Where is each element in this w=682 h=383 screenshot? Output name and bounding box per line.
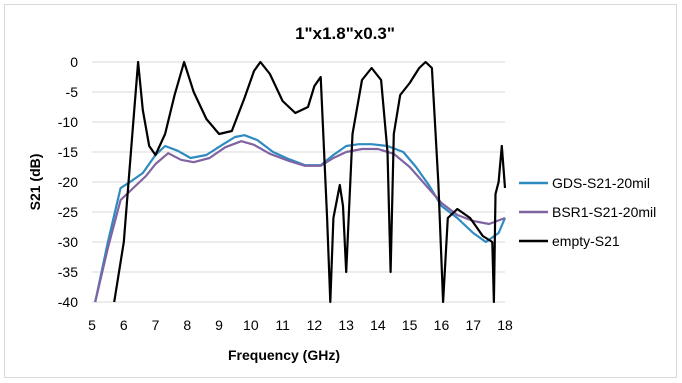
x-tick-label: 11	[275, 317, 290, 333]
x-tick-label: 8	[183, 317, 191, 333]
y-tick-label: 0	[70, 54, 78, 70]
legend: GDS-S21-20mil BSR1-S21-20mil empty-S21	[519, 175, 656, 249]
x-tick-label: 18	[497, 317, 513, 333]
y-tick-label: -35	[58, 264, 78, 280]
x-tick-labels: 5 6 7 8 9 10 11 12 13 14 15 16 17 18	[88, 317, 513, 333]
x-tick-label: 12	[307, 317, 323, 333]
x-tick-label: 16	[434, 317, 450, 333]
x-tick-label: 13	[338, 317, 354, 333]
gridlines	[92, 61, 505, 303]
chart-title: 1"x1.8"x0.3"	[295, 24, 395, 43]
chart-frame	[4, 4, 677, 378]
legend-label-bsr1-s21-20mil: BSR1-S21-20mil	[552, 204, 656, 220]
x-tick-label: 6	[120, 317, 128, 333]
x-tick-label: 15	[402, 317, 418, 333]
x-tick-label: 5	[88, 317, 96, 333]
x-tick-label: 9	[215, 317, 223, 333]
x-tick-label: 7	[152, 317, 160, 333]
y-tick-label: -20	[58, 174, 78, 190]
series-line-empty-s21	[113, 60, 507, 304]
x-tick-label: 10	[243, 317, 259, 333]
x-tick-label: 17	[465, 317, 481, 333]
y-tick-label: -30	[58, 234, 78, 250]
series-lines	[94, 60, 507, 304]
x-axis-label: Frequency (GHz)	[228, 347, 340, 363]
y-tick-label: -25	[58, 204, 78, 220]
y-tick-label: -15	[58, 144, 78, 160]
y-axis-label: S21 (dB)	[27, 154, 43, 211]
y-tick-label: -5	[66, 84, 79, 100]
legend-label-empty-s21: empty-S21	[552, 233, 620, 249]
y-tick-labels: 0 -5 -10 -15 -20 -25 -30 -35 -40	[58, 54, 78, 310]
x-tick-label: 14	[370, 317, 386, 333]
legend-label-gds-s21-20mil: GDS-S21-20mil	[552, 175, 650, 191]
y-tick-label: -10	[58, 114, 78, 130]
y-tick-label: -40	[58, 294, 78, 310]
series-line-bsr1-s21-20mil	[94, 140, 506, 303]
